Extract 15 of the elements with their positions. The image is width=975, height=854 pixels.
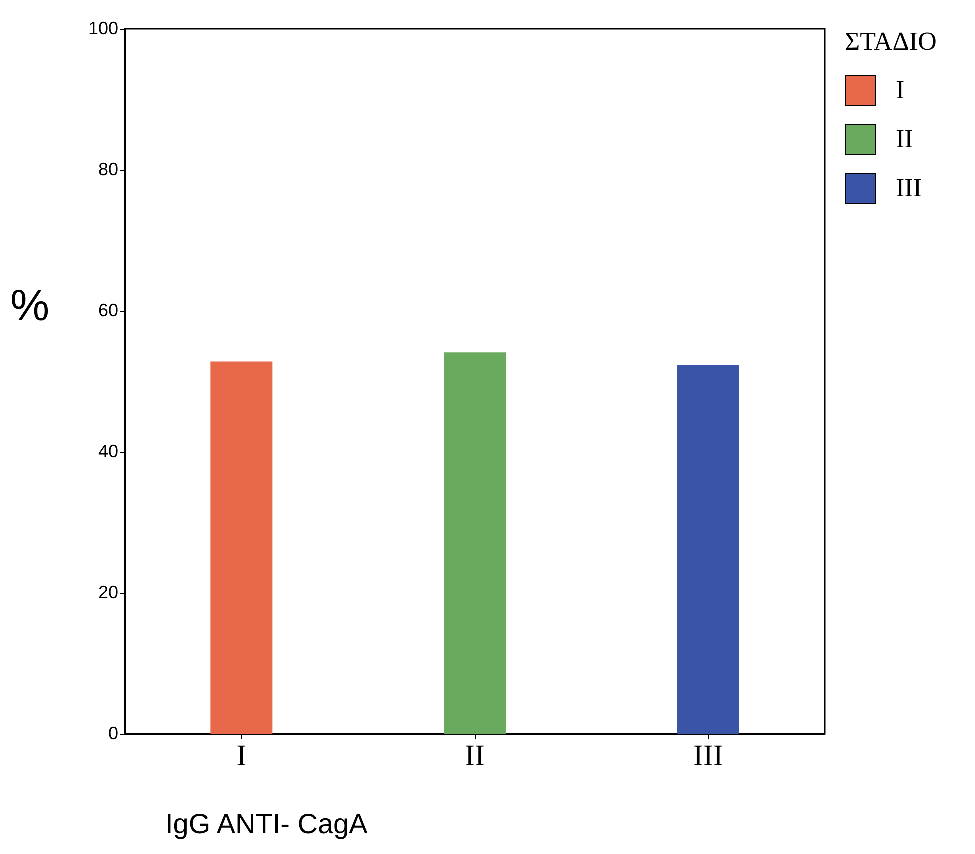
y-tick-label: 80 (98, 160, 118, 180)
legend-label: II (896, 124, 914, 154)
y-tick-label: 60 (98, 300, 118, 320)
y-tick-label: 100 (88, 18, 118, 38)
x-tick-label: I (236, 740, 247, 772)
y-axis-title: % (10, 282, 50, 330)
x-axis-title: IgG ANTI- CagA (166, 808, 368, 840)
x-tick-label: II (465, 740, 485, 772)
x-tick-label: III (693, 740, 724, 772)
y-tick-label: 40 (98, 442, 118, 462)
y-tick-label: 20 (98, 582, 118, 602)
legend-title: ΣΤΑΔΙΟ (845, 27, 937, 56)
y-tick-label: 0 (108, 724, 118, 744)
legend-label: III (896, 174, 922, 202)
legend-label: I (896, 76, 905, 104)
